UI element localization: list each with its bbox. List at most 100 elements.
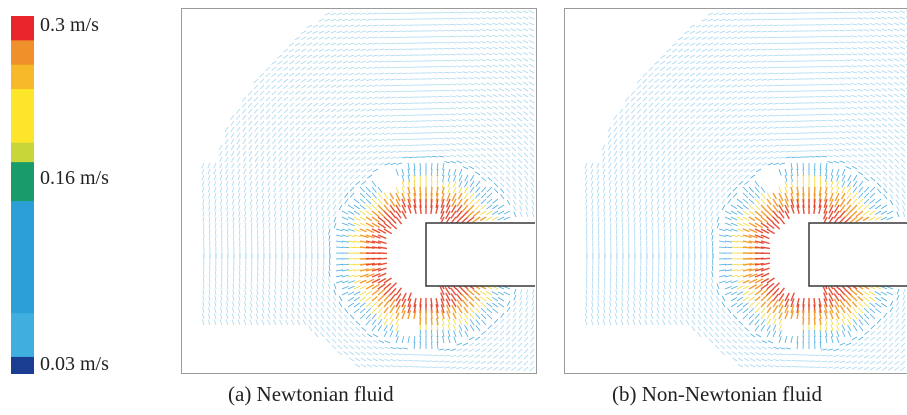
velocity-vector bbox=[486, 46, 493, 50]
velocity-vector bbox=[755, 72, 762, 75]
velocity-vector bbox=[875, 76, 882, 80]
velocity-vector bbox=[736, 216, 744, 221]
velocity-vector bbox=[730, 204, 738, 210]
velocity-vector bbox=[435, 304, 439, 314]
velocity-vector bbox=[513, 205, 517, 212]
velocity-vector bbox=[608, 313, 612, 320]
velocity-vector bbox=[510, 10, 517, 14]
velocity-vector bbox=[365, 273, 375, 278]
velocity-vector bbox=[310, 277, 313, 284]
velocity-vector bbox=[702, 168, 708, 174]
velocity-vector bbox=[743, 90, 750, 94]
velocity-vector bbox=[343, 162, 349, 168]
velocity-vector bbox=[773, 36, 780, 39]
velocity-vector bbox=[833, 71, 840, 74]
velocity-vector bbox=[701, 84, 708, 89]
velocity-vector bbox=[851, 336, 858, 341]
velocity-vector bbox=[845, 65, 852, 68]
velocity-vector bbox=[730, 234, 738, 238]
velocity-vector bbox=[312, 48, 319, 53]
velocity-vector bbox=[851, 53, 858, 56]
velocity-vector bbox=[731, 42, 738, 46]
velocity-vector bbox=[271, 102, 277, 108]
velocity-vector bbox=[710, 210, 714, 217]
velocity-vector bbox=[372, 168, 379, 173]
velocity-vector bbox=[360, 90, 367, 94]
velocity-vector bbox=[522, 16, 529, 20]
velocity-vector bbox=[255, 198, 259, 205]
velocity-vector bbox=[863, 366, 870, 371]
velocity-vector bbox=[654, 108, 660, 114]
velocity-vector bbox=[755, 138, 762, 142]
velocity-vector bbox=[372, 156, 379, 160]
velocity-vector bbox=[431, 180, 433, 189]
velocity-vector bbox=[342, 132, 349, 137]
velocity-vector bbox=[718, 246, 727, 248]
velocity-vector bbox=[596, 186, 600, 193]
velocity-vector bbox=[354, 138, 361, 143]
velocity-vector bbox=[602, 180, 606, 187]
velocity-vector bbox=[743, 102, 750, 106]
velocity-vector bbox=[760, 277, 770, 284]
velocity-vector bbox=[869, 64, 876, 68]
velocity-vector bbox=[628, 234, 630, 241]
velocity-vector bbox=[255, 307, 259, 314]
velocity-vector bbox=[474, 65, 481, 68]
velocity-vector bbox=[881, 111, 888, 116]
velocity-vector bbox=[875, 117, 882, 122]
velocity-vector bbox=[660, 120, 666, 126]
velocity-vector bbox=[736, 246, 745, 249]
velocity-vector bbox=[493, 147, 499, 152]
velocity-vector bbox=[518, 187, 523, 194]
velocity-vector bbox=[674, 301, 678, 308]
velocity-vector bbox=[731, 60, 738, 64]
velocity-vector bbox=[705, 240, 708, 247]
velocity-vector bbox=[342, 78, 349, 82]
velocity-vector bbox=[732, 351, 738, 356]
velocity-vector bbox=[499, 342, 505, 348]
velocity-vector bbox=[431, 168, 433, 177]
velocity-vector bbox=[857, 17, 864, 20]
velocity-vector bbox=[450, 287, 457, 296]
velocity-vector bbox=[341, 274, 349, 278]
velocity-vector bbox=[349, 339, 355, 344]
velocity-vector bbox=[591, 228, 594, 235]
velocity-vector bbox=[444, 113, 451, 116]
velocity-vector bbox=[486, 11, 493, 14]
velocity-vector bbox=[320, 192, 325, 199]
velocity-vector bbox=[687, 228, 690, 235]
velocity-vector bbox=[621, 216, 624, 223]
velocity-vector bbox=[785, 60, 792, 62]
velocity-vector bbox=[850, 294, 858, 302]
velocity-vector bbox=[480, 100, 487, 104]
velocity-vector bbox=[731, 90, 738, 94]
velocity-vector bbox=[441, 186, 445, 194]
velocity-vector bbox=[669, 277, 672, 284]
velocity-vector bbox=[724, 210, 732, 215]
velocity-vector bbox=[760, 198, 766, 205]
velocity-vector bbox=[500, 318, 505, 324]
velocity-vector bbox=[396, 150, 403, 153]
velocity-vector bbox=[286, 216, 289, 223]
velocity-vector bbox=[250, 301, 253, 308]
velocity-vector bbox=[242, 126, 247, 132]
velocity-vector bbox=[869, 198, 876, 204]
velocity-vector bbox=[294, 54, 301, 59]
velocity-vector bbox=[845, 71, 852, 74]
velocity-vector bbox=[708, 162, 714, 168]
velocity-vector bbox=[371, 307, 378, 314]
velocity-vector bbox=[719, 72, 726, 76]
velocity-vector bbox=[785, 120, 792, 123]
velocity-vector bbox=[261, 313, 265, 320]
velocity-vector bbox=[480, 130, 487, 134]
velocity-vector bbox=[315, 295, 319, 302]
velocity-vector bbox=[230, 150, 235, 157]
velocity-vector bbox=[749, 156, 756, 161]
velocity-vector bbox=[796, 310, 800, 320]
velocity-vector bbox=[336, 90, 343, 94]
velocity-vector bbox=[320, 307, 325, 314]
velocity-vector bbox=[453, 330, 457, 338]
velocity-vector bbox=[881, 129, 888, 134]
velocity-vector bbox=[372, 90, 379, 93]
velocity-vector bbox=[302, 186, 307, 193]
